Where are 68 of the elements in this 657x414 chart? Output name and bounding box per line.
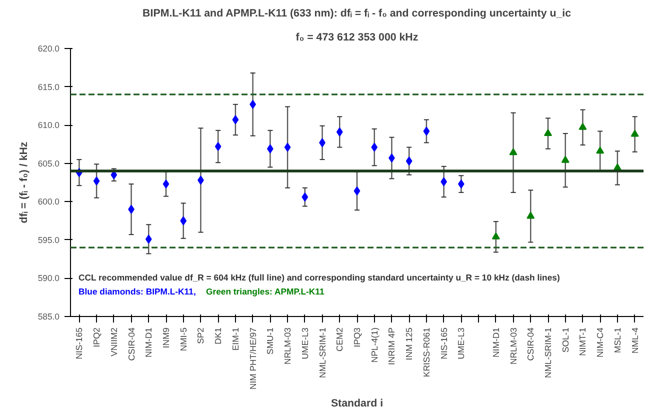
x-tick-label: NIM-D1 xyxy=(490,327,501,358)
y-tick-label: 585.0 xyxy=(38,312,60,322)
point xyxy=(596,146,604,154)
x-tick-label: CSIR-04 xyxy=(526,327,536,361)
point xyxy=(93,176,100,186)
point xyxy=(371,142,378,152)
x-tick-label: NIM-D1 xyxy=(144,327,154,358)
x-tick-label: CEM2 xyxy=(334,327,345,352)
x-tick-label: NMI-5 xyxy=(178,327,188,352)
point xyxy=(492,232,500,240)
x-tick-label: IPQ3 xyxy=(352,327,362,348)
point xyxy=(544,128,552,136)
point xyxy=(526,212,535,219)
point xyxy=(232,115,239,124)
x-axis-title: Standard i xyxy=(330,398,384,410)
x-tick-label: NPL-4(1) xyxy=(369,327,380,363)
x-tick-label: SOL-1 xyxy=(560,327,570,353)
point xyxy=(162,180,170,189)
x-tick-label: DK1 xyxy=(213,327,224,344)
point xyxy=(336,127,343,136)
chart-title: BIPM.L-K11 and APMP.L-K11 (633 nm): dfᵢ = fᵢ - f₀ and corresponding uncertainty u_ic xyxy=(142,8,572,20)
x-tick-label: NRLM-03 xyxy=(282,327,293,365)
text: Green triangles: APMP.L-K11 xyxy=(206,286,325,296)
x-tick-label: INM 125 xyxy=(404,327,414,360)
point xyxy=(578,122,587,130)
x-tick-label: CSIR-04 xyxy=(126,327,136,361)
point xyxy=(509,148,518,156)
x-tick-label: NIMT-1 xyxy=(578,327,588,356)
x-tick-label: NIS-165 xyxy=(438,327,449,360)
y-tick-label: 605.0 xyxy=(38,158,60,168)
x-tick-label: NML-SRIM-1 xyxy=(317,327,328,378)
point xyxy=(214,142,222,152)
x-tick-label: INM9 xyxy=(161,327,171,348)
point xyxy=(561,156,570,163)
x-tick-label: SP2 xyxy=(196,327,206,344)
y-tick-label: 615.0 xyxy=(38,82,60,92)
text: Blue diamonds: BIPM.L-K11, xyxy=(78,286,196,296)
x-tick-label: NIS-165 xyxy=(74,327,84,360)
y-tick-label: 620.0 xyxy=(38,44,60,54)
annotation: CCL recommended value df_R = 604 kHz (full line) and corresponding standard uncertainty u_R = 10 kHz (dash lines) xyxy=(78,272,560,282)
point xyxy=(354,186,360,196)
x-tick-label: NIM PHT/HE/97 xyxy=(248,327,258,390)
y-tick-label: 590.0 xyxy=(38,273,60,284)
x-tick-label: SMU-1 xyxy=(265,327,276,354)
y-tick-label: 610.0 xyxy=(38,120,60,130)
x-tick-label: NRLM-03 xyxy=(508,327,518,365)
x-tick-label: UME-L3 xyxy=(456,327,466,360)
point xyxy=(423,126,430,136)
y-axis-title: dfᵢ = (fᵢ - f₀) / kHz xyxy=(18,142,30,224)
x-tick-label: EIM-1 xyxy=(230,327,240,351)
y-tick-label: 595.0 xyxy=(38,234,60,245)
x-tick-label: NML-SRIM-1 xyxy=(543,327,553,378)
point xyxy=(284,142,291,152)
x-tick-label: NML-4 xyxy=(630,327,640,354)
y-tick-label: 600.0 xyxy=(38,196,60,207)
x-tick-label: IPQ2 xyxy=(92,327,102,348)
point xyxy=(180,216,187,226)
x-tick-label: MSL-1 xyxy=(612,327,622,353)
x-tick-label: INRIM 4P xyxy=(386,327,397,366)
point xyxy=(302,192,308,202)
point xyxy=(630,130,639,137)
chart-subtitle: f₀ = 473 612 353 000 kHz xyxy=(296,32,418,44)
point xyxy=(406,156,412,166)
x-tick-label: UME-L3 xyxy=(300,327,310,360)
x-tick-label: KRISS-R061 xyxy=(421,327,432,378)
x-tick-label: VNIIM2 xyxy=(108,327,119,356)
x-tick-label: NIM-C4 xyxy=(595,327,606,358)
point xyxy=(145,234,152,244)
